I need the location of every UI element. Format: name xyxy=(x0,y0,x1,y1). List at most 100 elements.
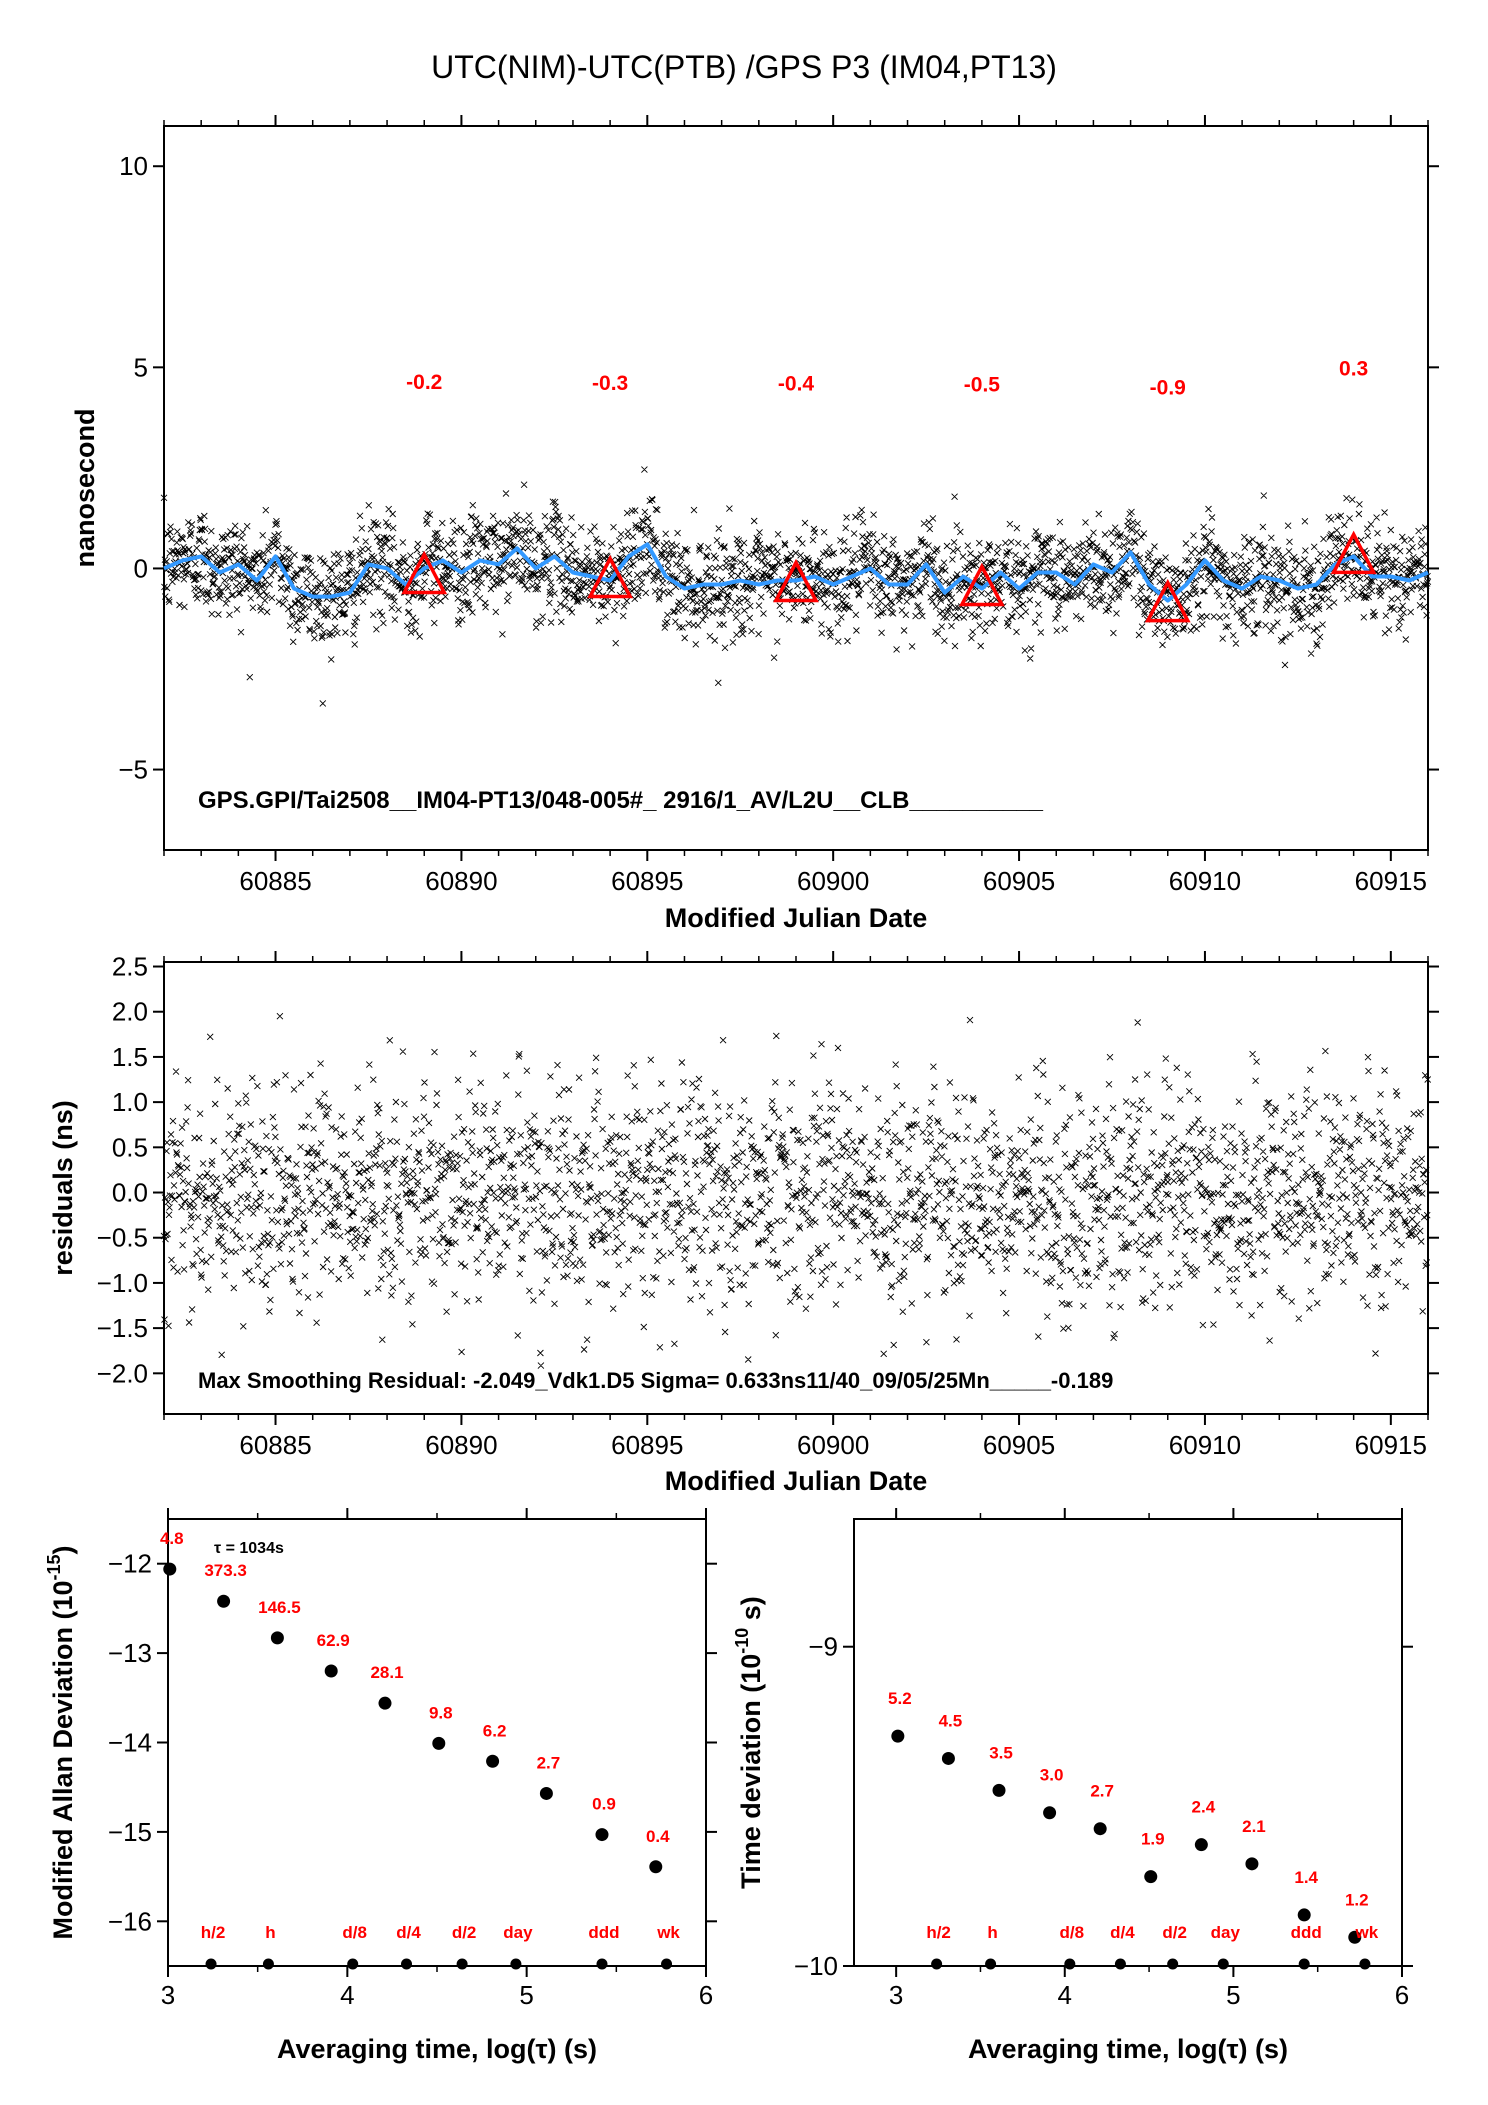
figure-title: UTC(NIM)-UTC(PTB) /GPS P3 (IM04,PT13) xyxy=(431,49,1057,85)
x-axis-label: Averaging time, log(τ) (s) xyxy=(968,2034,1288,2064)
period-marker-label: d/2 xyxy=(1162,1923,1187,1942)
main-chart: 60885 60890 60895 60900 60905 60910 60915 −5 0 5 1… xyxy=(70,115,1439,933)
y-axis-label: residuals (ns) xyxy=(48,1100,78,1276)
x-tick-label: 6 xyxy=(699,1980,713,2010)
deviation-point xyxy=(1348,1930,1362,1944)
deviation-point-label: 4.5 xyxy=(939,1711,963,1730)
x-tick-label: 6 xyxy=(1395,1980,1409,2010)
y-tick-label: 0.5 xyxy=(112,1132,148,1162)
deviation-point-label: 62.9 xyxy=(317,1631,350,1650)
period-marker xyxy=(401,1958,413,1970)
deviation-point-label: 2.7 xyxy=(537,1753,561,1772)
plot-frame xyxy=(163,125,1429,851)
offset-label: -0.9 xyxy=(1150,377,1186,400)
period-marker xyxy=(262,1958,274,1970)
period-marker-label: wk xyxy=(656,1923,680,1942)
x-tick-label: 4 xyxy=(340,1980,354,2010)
chart-annotation: GPS.GPI/Tai2508__IM04-PT13/048-005#_ 291… xyxy=(198,787,1044,814)
deviation-point xyxy=(163,1562,177,1576)
y-tick-label: −15 xyxy=(108,1817,152,1847)
deviation-point-label: 0.4 xyxy=(646,1827,670,1846)
x-tick-label: 5 xyxy=(519,1980,533,2010)
y-tick-label: −0.5 xyxy=(97,1223,148,1253)
period-marker xyxy=(456,1958,468,1970)
deviation-point xyxy=(1245,1857,1259,1871)
y-tick-label: −10 xyxy=(794,1951,838,1981)
period-marker-label: h/2 xyxy=(201,1923,226,1942)
period-marker xyxy=(931,1958,943,1970)
period-marker-label: d/4 xyxy=(396,1923,421,1942)
y-tick-label: −2.0 xyxy=(97,1358,148,1388)
x-tick-label: 4 xyxy=(1058,1980,1072,2010)
deviation-point-label: 2.7 xyxy=(1090,1782,1114,1801)
x-tick-label: 60910 xyxy=(1169,866,1241,896)
period-marker xyxy=(661,1958,673,1970)
y-tick-label: 10 xyxy=(119,151,148,181)
y-tick-label: 5 xyxy=(134,352,148,382)
x-tick-label: 60885 xyxy=(239,1430,311,1460)
deviation-point-label: 2.4 xyxy=(1192,1798,1216,1817)
y-axis-label-main: Modified Allan Deviation (10 xyxy=(48,1580,78,1939)
x-tick-label: 60890 xyxy=(425,1430,497,1460)
y-axis-label: nanosecond xyxy=(70,408,100,567)
deviation-point xyxy=(270,1631,284,1645)
offset-marker xyxy=(401,550,448,595)
period-marker-label: wk xyxy=(1355,1923,1379,1942)
offset-label: -0.3 xyxy=(592,372,628,395)
deviation-point-label: 2.1 xyxy=(1242,1817,1266,1836)
y-axis-label: Time deviation (10-10 s) xyxy=(732,1596,766,1889)
x-tick-label: 60900 xyxy=(797,1430,869,1460)
y-tick-label: −5 xyxy=(118,755,148,785)
x-tick-label: 60915 xyxy=(1355,1430,1427,1460)
offset-marker xyxy=(1144,578,1191,623)
period-marker xyxy=(1298,1958,1310,1970)
deviation-point xyxy=(486,1754,500,1768)
deviation-point-label: 6.2 xyxy=(483,1721,507,1740)
plot-frame xyxy=(163,961,1429,1415)
deviation-point-label: 9.8 xyxy=(429,1703,453,1722)
chart-annotation: Max Smoothing Residual: -2.049_Vdk1.D5 S… xyxy=(198,1368,1113,1393)
y-axis-label-exponent: -15 xyxy=(44,1554,64,1580)
offset-label: -0.4 xyxy=(778,373,815,396)
y-axis-label-end: ) xyxy=(48,1545,78,1554)
x-tick-label: 60895 xyxy=(611,866,683,896)
deviation-point-label: 1.4 xyxy=(1294,1868,1318,1887)
y-tick-label: −1.0 xyxy=(97,1268,148,1298)
y-tick-label: 0 xyxy=(134,553,148,583)
y-tick-label: 1.0 xyxy=(112,1087,148,1117)
deviation-point-label: 4.8 xyxy=(160,1529,184,1548)
period-marker xyxy=(205,1958,217,1970)
deviation-point xyxy=(432,1736,446,1750)
period-marker xyxy=(510,1958,522,1970)
y-axis-label-end: s) xyxy=(736,1596,766,1628)
deviation-point xyxy=(1043,1806,1057,1820)
deviation-point-label: 1.2 xyxy=(1345,1890,1369,1909)
deviation-point xyxy=(595,1828,609,1842)
period-marker xyxy=(347,1958,359,1970)
period-marker-label: h xyxy=(987,1923,997,1942)
period-marker xyxy=(1114,1958,1126,1970)
deviation-point-label: 146.5 xyxy=(258,1598,301,1617)
period-marker-label: d/8 xyxy=(342,1923,367,1942)
offset-marker xyxy=(1330,530,1377,575)
y-axis-label-exponent: -10 xyxy=(732,1628,752,1654)
modified-allan-deviation-chart: 3 4 5 6 −16 −15 −14 −13 −12 Averaging time, log(τ… xyxy=(44,1508,717,2064)
offset-marker xyxy=(958,562,1005,607)
residual-points xyxy=(160,1012,1432,1369)
deviation-point-label: 1.9 xyxy=(1141,1830,1165,1849)
period-marker-label: h/2 xyxy=(926,1923,951,1942)
offset-label: 0.3 xyxy=(1339,357,1368,380)
deviation-point-label: 0.9 xyxy=(592,1795,616,1814)
y-tick-label: −9 xyxy=(808,1632,838,1662)
deviation-point xyxy=(1194,1838,1208,1852)
deviation-point-label: 373.3 xyxy=(204,1561,247,1580)
deviation-point xyxy=(217,1594,231,1608)
deviation-point-label: 3.5 xyxy=(989,1743,1013,1762)
period-marker-label: d/8 xyxy=(1060,1923,1085,1942)
period-marker-label: h xyxy=(265,1923,275,1942)
x-tick-label: 60885 xyxy=(239,866,311,896)
residuals-chart: 60885 60890 60895 60900 60905 60910 60915 −2.0 −… xyxy=(48,951,1439,1496)
x-tick-label: 60910 xyxy=(1169,1430,1241,1460)
period-marker-label: day xyxy=(1211,1923,1241,1942)
